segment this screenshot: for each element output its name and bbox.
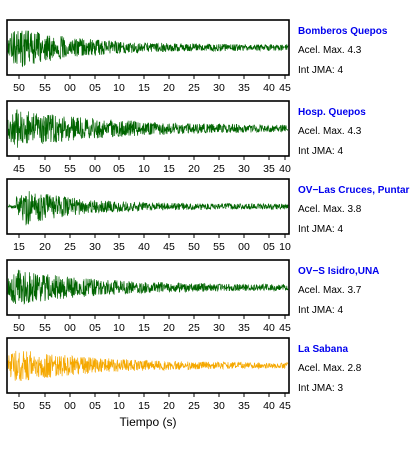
x-tick-label: 40	[263, 82, 275, 94]
x-tick-label: 10	[113, 400, 125, 412]
x-tick-label: 40	[263, 400, 275, 412]
x-tick-label: 25	[213, 163, 225, 175]
x-tick-label: 35	[113, 241, 125, 253]
x-tick-label: 00	[64, 82, 76, 94]
x-tick-label: 45	[163, 241, 175, 253]
max-acceleration: Acel. Max. 3.8	[298, 204, 362, 215]
x-tick-label: 45	[279, 400, 291, 412]
jma-intensity: Int JMA: 4	[298, 305, 343, 316]
jma-intensity: Int JMA: 4	[298, 65, 343, 76]
max-acceleration: Acel. Max. 3.7	[298, 285, 362, 296]
x-tick-label: 45	[13, 163, 25, 175]
x-tick-label: 45	[279, 322, 291, 334]
x-tick-label: 00	[89, 163, 101, 175]
x-tick-label: 50	[39, 163, 51, 175]
x-tick-label: 10	[113, 322, 125, 334]
x-tick-label: 15	[163, 163, 175, 175]
x-tick-label: 15	[138, 400, 150, 412]
x-tick-label: 05	[89, 322, 101, 334]
x-tick-label: 05	[263, 241, 275, 253]
x-tick-label: 40	[263, 322, 275, 334]
x-tick-label: 45	[279, 82, 291, 94]
x-tick-label: 10	[279, 241, 291, 253]
x-tick-label: 20	[163, 82, 175, 94]
x-tick-label: 20	[163, 400, 175, 412]
panel-frame	[6, 19, 290, 76]
waveform-series	[7, 30, 289, 68]
panel-5: 50 55 00 05 10 15 20 25 30 35 40 45 La Sabana Acel. M…	[6, 337, 362, 412]
x-tick-label: 10	[113, 82, 125, 94]
waveform-series	[7, 269, 289, 305]
jma-intensity: Int JMA: 3	[298, 383, 343, 394]
x-tick-label: 30	[89, 241, 101, 253]
x-tick-label: 55	[39, 322, 51, 334]
x-tick-label: 15	[138, 82, 150, 94]
x-tick-label: 05	[89, 82, 101, 94]
x-tick-label: 35	[238, 322, 250, 334]
x-tick-label: 30	[238, 163, 250, 175]
x-tick-label: 30	[213, 82, 225, 94]
station-name: Hosp. Quepos	[298, 107, 366, 118]
x-tick-label: 15	[13, 241, 25, 253]
x-tick-label: 15	[138, 322, 150, 334]
panel-1: 50 55 00 05 10 15 20 25 30 35 40 45 Bomberos Quepos A…	[6, 19, 388, 94]
x-tick-label: 50	[13, 82, 25, 94]
panel-3: 15 20 25 30 35 40 45 50 55 00 05 10 OV−Las Cruces, P…	[6, 178, 410, 253]
x-tick-label: 35	[238, 82, 250, 94]
x-tick-label: 00	[64, 322, 76, 334]
x-tick-label: 25	[64, 241, 76, 253]
waveform-series	[7, 109, 289, 148]
x-tick-label: 50	[13, 322, 25, 334]
x-tick-label: 20	[163, 322, 175, 334]
panel-4: 50 55 00 05 10 15 20 25 30 35 40 45 OV−S Isidro,UNA A…	[6, 259, 379, 334]
x-tick-label: 50	[13, 400, 25, 412]
waveform-series	[7, 191, 289, 226]
x-tick-label: 55	[64, 163, 76, 175]
waveform-series	[7, 350, 289, 382]
x-tick-label: 40	[138, 241, 150, 253]
x-tick-label: 20	[188, 163, 200, 175]
station-name: OV−S Isidro,UNA	[298, 266, 379, 277]
station-name: OV−Las Cruces, Puntar	[298, 185, 410, 196]
x-tick-label: 55	[213, 241, 225, 253]
max-acceleration: Acel. Max. 4.3	[298, 45, 362, 56]
x-tick-label: 30	[213, 322, 225, 334]
x-tick-label: 50	[188, 241, 200, 253]
x-tick-label: 30	[213, 400, 225, 412]
x-tick-label: 10	[138, 163, 150, 175]
x-tick-label: 35	[263, 163, 275, 175]
station-name: Bomberos Quepos	[298, 26, 388, 37]
jma-intensity: Int JMA: 4	[298, 224, 343, 235]
x-tick-label: 00	[238, 241, 250, 253]
x-tick-label: 55	[39, 82, 51, 94]
x-tick-label: 55	[39, 400, 51, 412]
panel-2: 45 50 55 00 05 10 15 20 25 30 35 40 Hosp. Quepos Acel…	[6, 100, 366, 175]
max-acceleration: Acel. Max. 4.3	[298, 126, 362, 137]
x-tick-label: 20	[39, 241, 51, 253]
panel-frame	[6, 337, 290, 394]
station-name: La Sabana	[298, 344, 348, 355]
x-tick-label: 35	[238, 400, 250, 412]
x-tick-label: 25	[188, 400, 200, 412]
x-tick-label: 05	[113, 163, 125, 175]
x-tick-label: 00	[64, 400, 76, 412]
panel-frame	[6, 178, 290, 235]
max-acceleration: Acel. Max. 2.8	[298, 363, 362, 374]
x-axis-label: Tiempo (s)	[120, 415, 177, 429]
panel-frame	[6, 259, 290, 316]
x-tick-label: 25	[188, 82, 200, 94]
x-tick-label: 40	[279, 163, 291, 175]
x-tick-label: 25	[188, 322, 200, 334]
panel-frame	[6, 100, 290, 157]
x-tick-label: 05	[89, 400, 101, 412]
jma-intensity: Int JMA: 4	[298, 146, 343, 157]
